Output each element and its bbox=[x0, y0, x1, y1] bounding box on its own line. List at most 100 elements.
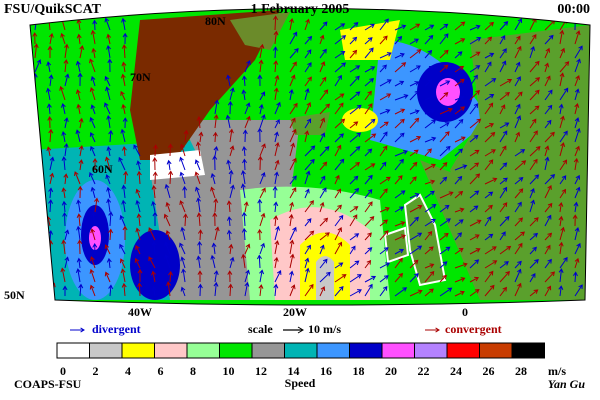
wind-vector bbox=[166, 281, 172, 297]
wind-vector bbox=[572, 271, 578, 283]
wind-vector bbox=[364, 133, 377, 143]
wind-vector bbox=[214, 99, 220, 115]
wind-vector bbox=[64, 229, 70, 241]
scale-arrow-head bbox=[297, 326, 304, 334]
wind-vector bbox=[289, 175, 297, 185]
wind-vector bbox=[274, 74, 280, 87]
colorbar-tick-label: 28 bbox=[515, 364, 527, 378]
wind-vector bbox=[529, 45, 536, 59]
colorbar-tick-label: 4 bbox=[125, 364, 131, 378]
wind-vector bbox=[304, 130, 310, 143]
wind-vector bbox=[544, 244, 551, 255]
wind-vector bbox=[274, 131, 279, 143]
wind-vector bbox=[274, 240, 280, 255]
wind-vector bbox=[77, 72, 83, 87]
wind-vector bbox=[514, 103, 521, 115]
wind-vector bbox=[304, 145, 316, 157]
wind-vector bbox=[274, 171, 279, 185]
colorbar-tick-label: 14 bbox=[288, 364, 300, 378]
wind-vector bbox=[364, 283, 373, 297]
wind-vector bbox=[212, 155, 218, 171]
wind-vector bbox=[196, 212, 202, 227]
wind-vector bbox=[121, 199, 127, 213]
wind-vector bbox=[364, 201, 373, 213]
footer-left: COAPS-FSU bbox=[14, 377, 82, 391]
wind-vector bbox=[63, 117, 69, 129]
wind-vector bbox=[559, 175, 567, 185]
wind-vector bbox=[319, 271, 331, 283]
wind-vector bbox=[529, 77, 541, 87]
wind-vector bbox=[304, 283, 314, 297]
wind-vector bbox=[137, 282, 142, 297]
wind-vector bbox=[106, 198, 112, 213]
wind-vector bbox=[499, 231, 506, 241]
wind-vector bbox=[121, 282, 127, 297]
wind-vector bbox=[349, 175, 359, 185]
wind-vector bbox=[334, 93, 345, 101]
wind-vector bbox=[349, 132, 362, 143]
wind-vector bbox=[213, 198, 219, 213]
colorbar-tick-label: 0 bbox=[60, 364, 66, 378]
wind-vector bbox=[304, 244, 311, 255]
wind-vector bbox=[273, 283, 279, 297]
wind-vector bbox=[257, 127, 263, 143]
wind-vector bbox=[439, 131, 450, 143]
wind-vector bbox=[514, 91, 523, 101]
wind-vector bbox=[544, 258, 552, 269]
wind-vector bbox=[213, 146, 219, 157]
wind-vector bbox=[454, 38, 466, 45]
wind-vector bbox=[257, 155, 263, 171]
wind-vector bbox=[244, 243, 251, 255]
map bbox=[30, 8, 590, 305]
wind-vector bbox=[273, 256, 279, 269]
wind-vector bbox=[349, 162, 360, 171]
wind-vector bbox=[211, 242, 217, 255]
wind-vector bbox=[394, 35, 403, 45]
colorbar-tick-label: 10 bbox=[223, 364, 235, 378]
wind-vector bbox=[213, 270, 219, 283]
wind-vector bbox=[213, 281, 219, 297]
wind-vector bbox=[529, 289, 539, 297]
wind-vector bbox=[559, 115, 565, 129]
wind-vector bbox=[319, 187, 327, 199]
wind-vector bbox=[484, 191, 494, 199]
wind-vector bbox=[227, 270, 233, 283]
wind-vector bbox=[439, 145, 451, 157]
wind-vector bbox=[197, 270, 203, 283]
wind-vector bbox=[104, 244, 111, 255]
wind-vector bbox=[89, 87, 96, 101]
wind-vector bbox=[274, 142, 280, 157]
wind-vector bbox=[274, 159, 280, 171]
wind-vector bbox=[409, 117, 420, 129]
wind-vector bbox=[108, 284, 114, 297]
wind-vector bbox=[454, 290, 465, 297]
wind-vector bbox=[78, 117, 84, 129]
wind-vector bbox=[151, 285, 157, 297]
wind-vector bbox=[379, 52, 392, 59]
wind-vector bbox=[439, 287, 453, 297]
wind-vector bbox=[289, 284, 296, 297]
wind-vector bbox=[228, 283, 234, 297]
wind-vector bbox=[499, 60, 507, 73]
wind-vector bbox=[257, 198, 263, 213]
colorbar-swatch bbox=[381, 342, 415, 359]
wind-vector bbox=[319, 132, 326, 143]
wind-vector bbox=[165, 201, 171, 213]
wind-vector bbox=[529, 158, 538, 171]
wind-vector bbox=[118, 156, 126, 171]
wind-vector bbox=[183, 129, 189, 143]
wind-vector bbox=[89, 256, 96, 269]
colorbar-tick-label: 26 bbox=[483, 364, 495, 378]
scale-value: 10 m/s bbox=[308, 322, 341, 336]
wind-vector bbox=[574, 284, 583, 297]
wind-vector bbox=[514, 61, 521, 73]
wind-vector bbox=[104, 75, 111, 87]
colorbar-tick-label: 18 bbox=[353, 364, 365, 378]
wind-vector bbox=[394, 149, 408, 157]
wind-vector bbox=[164, 183, 171, 199]
wind-vector bbox=[319, 117, 326, 129]
wind-vector bbox=[258, 59, 264, 73]
wind-vector bbox=[454, 118, 464, 129]
wind-vector bbox=[121, 44, 127, 59]
